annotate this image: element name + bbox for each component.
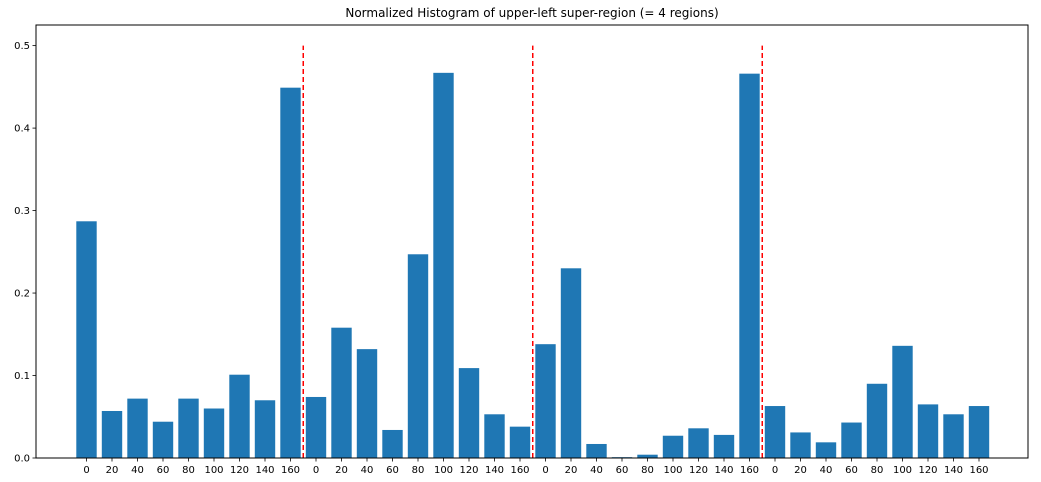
x-tick-label: 80: [641, 465, 654, 476]
bar: [739, 73, 760, 458]
y-tick-label: 0.0: [14, 454, 30, 465]
x-tick-label: 120: [230, 465, 249, 476]
x-tick-label: 140: [255, 465, 274, 476]
x-tick-label: 60: [845, 465, 858, 476]
x-tick-label: 40: [590, 465, 603, 476]
plot-frame: [35, 24, 1029, 459]
bar: [509, 426, 531, 458]
bar: [76, 221, 97, 458]
bar: [841, 422, 862, 458]
bar: [382, 429, 403, 458]
y-tick-label: 0.4: [14, 124, 30, 135]
bar: [433, 72, 454, 458]
x-tick-label: 100: [204, 465, 223, 476]
x-tick-label: 160: [281, 465, 300, 476]
bar: [152, 421, 174, 458]
bar: [815, 442, 837, 458]
bar: [484, 414, 505, 458]
x-tick-label: 60: [616, 465, 629, 476]
x-tick-label: 80: [871, 465, 884, 476]
x-tick-label: 100: [434, 465, 453, 476]
x-tick-label: 160: [740, 465, 759, 476]
x-tick-label: 140: [944, 465, 963, 476]
bar: [943, 414, 964, 458]
bar: [790, 432, 811, 458]
bar: [535, 344, 556, 458]
bar: [688, 428, 709, 458]
bar: [560, 268, 582, 458]
x-tick-label: 0: [83, 465, 89, 476]
chart-title: Normalized Histogram of upper-left super…: [345, 6, 718, 20]
bar: [637, 454, 658, 458]
region-separators: [302, 45, 763, 458]
bar: [101, 410, 123, 458]
x-tick-label: 0: [772, 465, 778, 476]
x-tick-label: 20: [335, 465, 348, 476]
x-tick-label: 20: [794, 465, 807, 476]
x-tick-label: 120: [459, 465, 478, 476]
x-tick-label: 100: [663, 465, 682, 476]
x-tick-label: 80: [182, 465, 195, 476]
x-tick-label: 40: [131, 465, 144, 476]
bar: [254, 400, 276, 458]
x-tick-label: 120: [689, 465, 708, 476]
x-tick-label: 140: [714, 465, 733, 476]
x-tick-label: 120: [918, 465, 937, 476]
x-tick-label: 0: [542, 465, 548, 476]
x-tick-label: 60: [386, 465, 399, 476]
y-tick-label: 0.3: [14, 206, 30, 217]
bar: [203, 408, 225, 458]
bar: [662, 435, 684, 458]
bar: [127, 398, 148, 458]
bar: [866, 383, 888, 458]
y-tick-label: 0.5: [14, 41, 30, 52]
x-tick-label: 160: [510, 465, 529, 476]
bar: [331, 327, 352, 458]
bar: [586, 443, 607, 458]
x-tick-label: 140: [485, 465, 504, 476]
bar: [458, 368, 480, 458]
bar: [892, 345, 913, 458]
y-axis: 0.0 0.1 0.2 0.3 0.4 0.5: [14, 41, 36, 465]
bar: [764, 406, 786, 458]
x-tick-label: 40: [361, 465, 374, 476]
bar: [917, 404, 939, 458]
x-tick-label: 20: [565, 465, 578, 476]
x-tick-label: 0: [313, 465, 319, 476]
x-tick-label: 40: [820, 465, 833, 476]
bar: [713, 434, 735, 458]
bar: [356, 349, 378, 458]
y-tick-label: 0.1: [14, 371, 30, 382]
bar: [407, 254, 429, 458]
x-tick-label: 100: [893, 465, 912, 476]
x-axis: 0 20 40 60 80 100 120 140 160 0 20 40 60 80 100 120 140 1…: [83, 458, 989, 476]
bars-layer: [76, 72, 990, 459]
bar: [968, 406, 990, 458]
bar: [178, 398, 199, 458]
bar: [280, 87, 301, 459]
y-tick-label: 0.2: [14, 289, 30, 300]
bar: [305, 396, 327, 458]
bar: [229, 374, 250, 458]
x-tick-label: 160: [969, 465, 988, 476]
x-tick-label: 80: [412, 465, 425, 476]
x-tick-label: 60: [157, 465, 170, 476]
x-tick-label: 20: [106, 465, 119, 476]
